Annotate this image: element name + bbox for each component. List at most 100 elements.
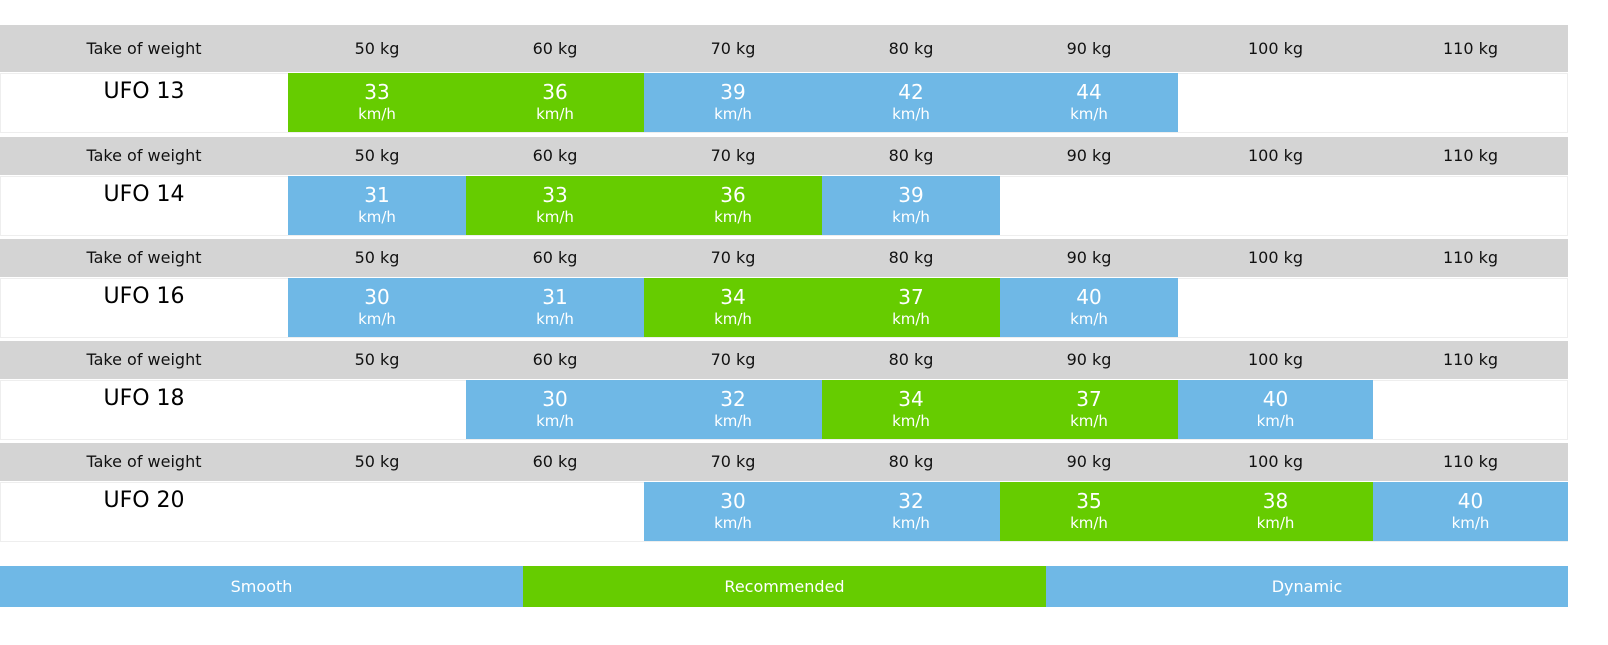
header-cell: 50 kg xyxy=(354,350,400,369)
speed-unit: km/h xyxy=(1070,105,1108,123)
header-cell: 90 kg xyxy=(1066,38,1112,58)
header-cell: 50 kg xyxy=(354,38,400,58)
header-cell: Take of weight xyxy=(86,146,202,165)
header-cell: 60 kg xyxy=(532,248,578,267)
model-name: UFO 13 xyxy=(103,79,185,104)
header-cell: 80 kg xyxy=(888,38,934,58)
header-cell: 70 kg xyxy=(710,452,756,471)
speed-unit: km/h xyxy=(892,310,930,328)
header-cell: 60 kg xyxy=(532,146,578,165)
speed-unit: km/h xyxy=(892,412,930,430)
speed-unit: km/h xyxy=(358,208,396,226)
header-cell: 100 kg xyxy=(1247,146,1304,165)
header-cell: 60 kg xyxy=(532,452,578,471)
speed-unit: km/h xyxy=(1451,514,1490,532)
speed-cell xyxy=(644,482,822,541)
speed-value: 44 xyxy=(1076,80,1102,104)
header-row xyxy=(0,341,1568,379)
speed-value: 32 xyxy=(720,387,746,411)
speed-unit: km/h xyxy=(892,208,930,226)
speed-cell xyxy=(288,278,466,337)
header-cell: 80 kg xyxy=(888,248,934,267)
speed-cell xyxy=(822,176,1000,235)
header-cell: 110 kg xyxy=(1442,350,1499,369)
speed-value: 31 xyxy=(542,285,568,309)
speed-cell xyxy=(1000,278,1178,337)
speed-unit: km/h xyxy=(1070,310,1108,328)
header-cell: 50 kg xyxy=(354,146,400,165)
legend-label: Smooth xyxy=(230,577,293,596)
speed-cell xyxy=(822,73,1000,132)
speed-unit: km/h xyxy=(714,514,752,532)
speed-unit: km/h xyxy=(892,105,930,123)
header-cell: 70 kg xyxy=(710,38,756,58)
speed-cell xyxy=(1000,482,1178,541)
speed-value: 42 xyxy=(898,80,924,104)
header-cell: 70 kg xyxy=(710,248,756,267)
speed-unit: km/h xyxy=(1070,412,1108,430)
header-cell: 100 kg xyxy=(1247,350,1304,369)
speed-cell xyxy=(1373,482,1568,541)
header-cell: 100 kg xyxy=(1247,248,1304,267)
speed-value: 34 xyxy=(898,387,924,411)
speed-value: 40 xyxy=(1262,387,1289,411)
speed-cell xyxy=(822,482,1000,541)
model-name: UFO 20 xyxy=(103,488,185,513)
header-row xyxy=(0,25,1568,72)
speed-cell xyxy=(1178,482,1373,541)
speed-value: 34 xyxy=(720,285,746,309)
speed-cell xyxy=(466,278,644,337)
speed-unit: km/h xyxy=(536,208,574,226)
speed-value: 30 xyxy=(720,489,746,513)
legend-label: Recommended xyxy=(724,577,845,596)
speed-unit: km/h xyxy=(536,105,574,123)
header-cell: 110 kg xyxy=(1442,248,1499,267)
legend-item xyxy=(1046,566,1568,607)
speed-value: 35 xyxy=(1076,489,1102,513)
header-cell: 50 kg xyxy=(354,452,400,471)
speed-value: 30 xyxy=(364,285,390,309)
speed-cell xyxy=(644,73,822,132)
header-cell: 80 kg xyxy=(888,350,934,369)
speed-cell xyxy=(466,176,644,235)
speed-value: 30 xyxy=(542,387,568,411)
legend-item xyxy=(523,566,1046,607)
speed-unit: km/h xyxy=(714,208,752,226)
header-cell: 60 kg xyxy=(532,350,578,369)
model-name: UFO 14 xyxy=(103,182,185,207)
legend-item xyxy=(0,566,523,607)
header-cell: 90 kg xyxy=(1066,350,1112,369)
speed-value: 39 xyxy=(898,183,924,207)
speed-cell xyxy=(288,73,466,132)
speed-unit: km/h xyxy=(892,514,930,532)
speed-value: 39 xyxy=(720,80,746,104)
header-cell: 100 kg xyxy=(1247,38,1304,58)
header-cell: 90 kg xyxy=(1066,452,1112,471)
legend-label: Dynamic xyxy=(1271,577,1343,596)
speed-unit: km/h xyxy=(1256,514,1295,532)
header-cell: 80 kg xyxy=(888,146,934,165)
speed-cell xyxy=(822,380,1000,439)
header-cell: 110 kg xyxy=(1442,452,1499,471)
header-cell: 90 kg xyxy=(1066,146,1112,165)
speed-value: 37 xyxy=(898,285,924,309)
speed-cell xyxy=(822,278,1000,337)
speed-value: 31 xyxy=(364,183,390,207)
speed-value: 32 xyxy=(898,489,924,513)
header-cell: 70 kg xyxy=(710,350,756,369)
speed-value: 38 xyxy=(1262,489,1289,513)
speed-value: 37 xyxy=(1076,387,1102,411)
speed-unit: km/h xyxy=(358,310,396,328)
model-name: UFO 16 xyxy=(103,284,185,309)
speed-cell xyxy=(1000,73,1178,132)
model-name: UFO 18 xyxy=(103,386,185,411)
speed-cell xyxy=(288,176,466,235)
header-cell: 50 kg xyxy=(354,248,400,267)
header-cell: Take of weight xyxy=(86,248,202,267)
speed-unit: km/h xyxy=(536,310,574,328)
speed-unit: km/h xyxy=(714,310,752,328)
speed-cell xyxy=(466,380,644,439)
speed-unit: km/h xyxy=(536,412,574,430)
speed-unit: km/h xyxy=(358,105,396,123)
speed-unit: km/h xyxy=(714,412,752,430)
